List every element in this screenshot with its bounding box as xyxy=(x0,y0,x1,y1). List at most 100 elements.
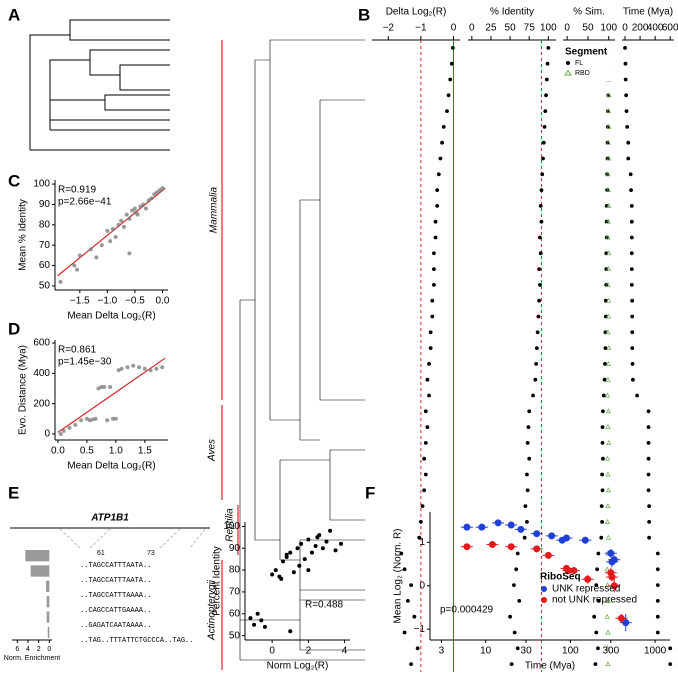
point xyxy=(512,583,516,587)
point xyxy=(647,535,652,540)
point xyxy=(93,416,98,421)
point xyxy=(142,366,147,371)
point xyxy=(600,472,605,477)
point xyxy=(602,377,607,382)
point xyxy=(630,298,635,303)
point xyxy=(435,188,440,193)
point xyxy=(629,188,633,193)
point xyxy=(594,583,599,587)
x-tick-label: 400 xyxy=(647,23,664,34)
fit-line xyxy=(57,357,166,433)
column-title: % Identity xyxy=(490,7,534,18)
point xyxy=(338,541,343,546)
point xyxy=(604,267,609,271)
point xyxy=(655,583,660,587)
x-axis-label: Norm. Enrichment xyxy=(4,655,60,662)
point xyxy=(543,109,548,113)
point xyxy=(646,441,651,445)
point xyxy=(124,212,129,217)
point xyxy=(428,346,433,350)
panel-letter: C xyxy=(8,171,20,190)
point xyxy=(423,441,428,445)
x-axis-label: Norm Log₂(R) xyxy=(267,661,329,672)
triangle-point xyxy=(604,582,611,588)
x-tick-label: 1.5 xyxy=(138,446,152,457)
point xyxy=(131,363,136,368)
point xyxy=(399,551,404,556)
point xyxy=(655,614,660,619)
point xyxy=(544,93,548,98)
point xyxy=(108,384,113,389)
point xyxy=(622,619,630,627)
point xyxy=(417,535,422,540)
point xyxy=(152,192,157,197)
triangle-point xyxy=(606,297,612,303)
point xyxy=(527,409,532,414)
triangle-point xyxy=(605,629,611,635)
point xyxy=(324,539,329,544)
panel-letter: A xyxy=(8,5,20,24)
point xyxy=(655,567,660,572)
point xyxy=(422,456,427,461)
point xyxy=(599,504,604,508)
y-axis-label: Mean Log₂ (Norm. R) xyxy=(393,528,404,623)
triangle-point xyxy=(605,360,611,366)
sequence: ..TAGCCATTTAATA.. xyxy=(80,562,151,570)
bar xyxy=(46,611,50,623)
x-tick-label: 200 xyxy=(632,23,649,34)
point xyxy=(607,549,615,557)
point xyxy=(428,330,433,335)
point xyxy=(281,559,286,564)
point xyxy=(121,224,126,229)
point xyxy=(548,532,556,540)
point xyxy=(143,206,148,211)
point xyxy=(138,204,143,209)
point xyxy=(626,156,631,161)
point xyxy=(525,488,530,493)
point xyxy=(646,425,651,429)
point xyxy=(463,523,471,531)
y-tick-label: 200 xyxy=(33,398,50,409)
y-tick-label: 100 xyxy=(223,521,240,532)
point xyxy=(288,629,293,634)
point xyxy=(537,267,542,271)
point xyxy=(436,172,441,177)
triangle-point xyxy=(605,487,611,493)
point xyxy=(441,125,446,129)
point xyxy=(600,488,605,493)
y-tick-label: 60 xyxy=(229,608,241,619)
triangle-point xyxy=(605,424,611,430)
point xyxy=(288,550,293,555)
annotation: p=1.45e−30 xyxy=(58,357,112,368)
point xyxy=(539,188,544,193)
triangle-point xyxy=(605,329,611,335)
point xyxy=(601,409,605,414)
y-tick-label: 80 xyxy=(39,219,51,230)
point xyxy=(533,377,538,382)
x-tick-label: 1000 xyxy=(644,646,667,657)
bar xyxy=(46,580,50,592)
point xyxy=(75,267,80,272)
point xyxy=(625,125,630,129)
point xyxy=(593,662,598,666)
point xyxy=(594,630,599,635)
point xyxy=(539,219,544,224)
y-tick-label: 0 xyxy=(419,580,425,591)
point xyxy=(77,253,82,258)
y-tick-label: 600 xyxy=(33,338,50,349)
legend-label: RBD xyxy=(575,70,590,77)
point xyxy=(127,251,132,256)
point xyxy=(291,570,296,575)
legend-marker xyxy=(541,586,547,592)
point xyxy=(655,630,660,635)
point xyxy=(284,552,289,557)
point xyxy=(546,46,551,50)
triangle-point xyxy=(606,123,612,129)
x-tick-label: 0.5 xyxy=(80,446,94,457)
triangle-point xyxy=(605,471,611,477)
point xyxy=(116,222,121,227)
point xyxy=(629,251,634,256)
point xyxy=(508,614,512,619)
triangle-point xyxy=(604,645,611,651)
point xyxy=(423,409,428,414)
